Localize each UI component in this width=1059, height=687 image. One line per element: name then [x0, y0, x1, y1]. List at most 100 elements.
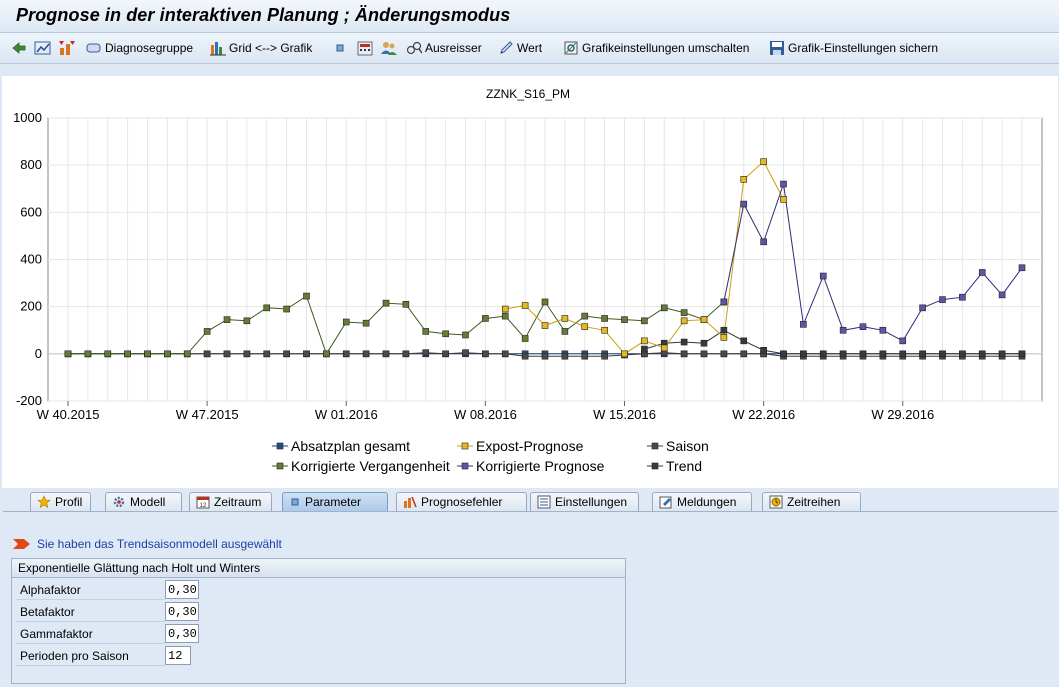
legend-label: Korrigierte Prognose — [476, 458, 605, 474]
error-chart-icon — [404, 496, 417, 508]
legend-marker — [651, 442, 659, 450]
messages-icon — [659, 496, 672, 509]
parameter-panel: Sie haben das Trendsaisonmodell ausgewäh… — [3, 511, 1057, 687]
data-point — [780, 180, 787, 188]
data-point — [203, 350, 211, 358]
gammafaktor-label: Gammafaktor — [20, 627, 93, 641]
grafikeinstellungen-umschalten-button[interactable]: Grafikeinstellungen umschalten — [563, 38, 749, 58]
tab-meldungen[interactable]: Meldungen — [652, 492, 752, 511]
data-point — [303, 292, 310, 300]
diagnose-group-icon — [86, 43, 101, 53]
data-point — [124, 350, 131, 358]
window-title: Prognose in der interaktiven Planung ; Ä… — [16, 5, 511, 25]
data-point — [203, 328, 211, 335]
data-point — [780, 350, 787, 358]
data-point — [780, 196, 787, 203]
tab-profil[interactable]: Profil — [30, 492, 91, 511]
calculator-button[interactable] — [356, 38, 374, 58]
grid-graphic-toggle-button[interactable]: Grid <--> Grafik — [210, 38, 312, 58]
tab-modell[interactable]: Modell — [105, 492, 182, 511]
gammafaktor-row: Gammafaktor — [12, 623, 625, 645]
data-point — [601, 315, 608, 322]
perioden-row: Perioden pro Saison — [12, 645, 625, 667]
y-tick-label: 600 — [20, 204, 42, 219]
data-point — [521, 302, 529, 309]
data-point — [243, 350, 251, 358]
group-title: Exponentielle Glättung nach Holt und Win… — [12, 559, 625, 578]
calendar-icon: 12 — [196, 496, 210, 509]
data-point — [700, 316, 708, 323]
users-icon — [381, 42, 397, 55]
chart-title: ZZNK_S16_PM — [486, 87, 570, 101]
data-point — [442, 350, 449, 358]
tab-zeitreihen[interactable]: Zeitreihen — [762, 492, 861, 511]
small-square-button[interactable] — [334, 38, 346, 58]
diagnosegruppe-button[interactable]: Diagnosegruppe — [86, 38, 193, 58]
data-point — [720, 350, 728, 358]
data-point — [323, 350, 330, 358]
data-point — [501, 305, 509, 313]
chart-button[interactable] — [34, 38, 52, 58]
betafaktor-input[interactable] — [165, 602, 199, 621]
data-point — [680, 350, 688, 358]
alphafaktor-input[interactable] — [165, 580, 199, 599]
data-point — [978, 269, 986, 276]
forecast-chart[interactable]: -200 0 200 400 600 800 1000 W 40.2015 W 47.2015 W… — [2, 76, 1058, 488]
y-tick-label: 200 — [20, 299, 42, 314]
holt-winters-group: Exponentielle Glättung nach Holt und Win… — [11, 558, 626, 684]
legend-marker — [461, 462, 469, 470]
data-point — [839, 326, 847, 334]
data-point — [462, 331, 469, 339]
legend-label: Expost-Prognose — [476, 438, 584, 454]
data-point — [680, 317, 688, 325]
data-point — [422, 349, 430, 356]
data-point — [541, 322, 549, 329]
data-point — [998, 291, 1006, 299]
data-point — [303, 350, 310, 358]
betafaktor-label: Betafaktor — [20, 605, 75, 619]
data-point — [501, 350, 509, 358]
tab-zeitraum[interactable]: 12 Zeitraum — [189, 492, 272, 511]
data-point — [859, 323, 867, 331]
tab-prognosefehler[interactable]: Prognosefehler — [396, 492, 527, 511]
x-tick-label: W 01.2016 — [315, 407, 378, 422]
data-point — [402, 301, 410, 308]
legend-label: Trend — [666, 458, 702, 474]
gammafaktor-input[interactable] — [165, 624, 199, 643]
data-point — [601, 352, 608, 360]
calculator-icon — [357, 41, 373, 56]
back-button[interactable] — [10, 38, 28, 58]
data-point — [859, 350, 867, 358]
data-point — [919, 304, 926, 312]
data-point — [740, 176, 748, 183]
legend-marker — [651, 462, 659, 470]
y-tick-label: 1000 — [13, 110, 42, 125]
data-point — [482, 350, 489, 358]
data-point — [760, 238, 767, 246]
list-settings-icon — [537, 495, 551, 509]
users-button[interactable] — [380, 38, 398, 58]
data-point — [660, 304, 668, 312]
data-point — [720, 326, 728, 334]
legend-label: Saison — [666, 438, 709, 454]
wert-button[interactable]: Wert — [498, 38, 542, 58]
sort-button[interactable] — [58, 38, 76, 58]
grafik-einstellungen-sichern-button[interactable]: Grafik-Einstellungen sichern — [769, 38, 938, 58]
data-point — [700, 350, 708, 358]
perioden-input[interactable] — [165, 646, 191, 665]
betafaktor-row: Betafaktor — [12, 601, 625, 623]
data-point — [760, 158, 767, 165]
data-point — [939, 296, 946, 303]
tab-einstellungen[interactable]: Einstellungen — [530, 492, 639, 511]
data-point — [879, 326, 887, 334]
data-point — [879, 350, 887, 358]
sort-bars-icon — [59, 41, 75, 55]
data-point — [482, 315, 489, 322]
data-point — [919, 350, 926, 358]
data-point — [819, 272, 827, 280]
back-arrow-icon — [12, 42, 26, 54]
ausreisser-button[interactable]: Ausreisser — [406, 38, 482, 58]
data-point — [382, 350, 390, 358]
tab-parameter[interactable]: Parameter — [282, 492, 388, 511]
data-point — [740, 337, 748, 345]
